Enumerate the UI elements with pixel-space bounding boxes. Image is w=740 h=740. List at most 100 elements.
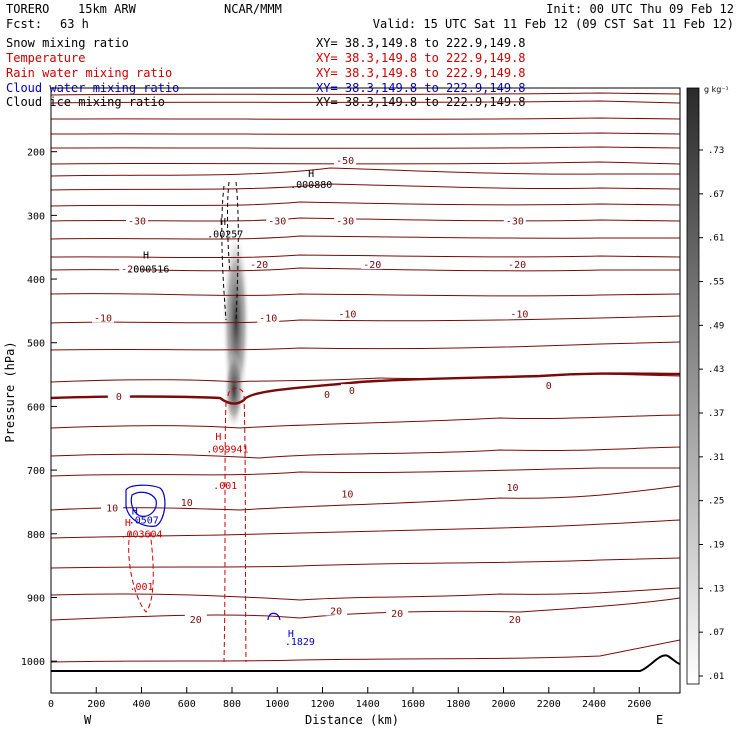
isotherm-label-bg-15 <box>340 384 363 396</box>
colorbar-label-3: .55 <box>708 278 724 288</box>
field-xy-snow: XY= 38.3,149.8 to 222.9,149.8 <box>316 36 526 50</box>
field-xy-temperature: XY= 38.3,149.8 to 222.9,149.8 <box>316 51 526 65</box>
x-tick-label-10: 2000 <box>491 699 515 710</box>
isotherm-label-bg-5 <box>119 262 142 274</box>
cloud-ice-contours <box>221 181 239 323</box>
isotherm-label-3: -30 <box>336 217 354 228</box>
isotherm <box>51 597 680 621</box>
colorbar-label-0: .73 <box>708 146 724 156</box>
isotherm-label-14: 0 <box>324 390 330 401</box>
isotherm-label-21: 20 <box>190 615 202 626</box>
colorbar-label-4: .49 <box>708 321 724 331</box>
valid-time: Valid: 15 UTC Sat 11 Feb 12 (09 CST Sat … <box>373 17 734 31</box>
x-axis-left-end: W <box>84 713 92 727</box>
cloud-water-contours <box>125 484 281 621</box>
resolution: 15km ARW <box>78 2 137 16</box>
isotherm-label-4: -30 <box>506 217 524 228</box>
isotherm-label-bg-18 <box>175 496 198 508</box>
x-tick-label-3: 600 <box>178 699 196 710</box>
init-time: Init: 00 UTC Thu 09 Feb 12 <box>546 2 734 16</box>
max-marker-5: H <box>125 518 131 529</box>
model-name: TORERO <box>6 2 49 16</box>
colorbar-label-9: .19 <box>708 541 724 551</box>
isotherm-label-9: -10 <box>94 314 112 325</box>
isotherm-label-10: -10 <box>259 314 277 325</box>
isotherm-label-bg-9 <box>92 311 115 323</box>
y-tick-label-8: 1000 <box>21 657 45 668</box>
isotherm <box>51 293 680 297</box>
isotherm-label-bg-19 <box>336 487 359 499</box>
x-tick-label-9: 1800 <box>446 699 470 710</box>
isotherm-label-22: 20 <box>330 606 342 617</box>
contour-value-label-1: .001 <box>129 582 153 593</box>
colorbar-label-7: .31 <box>708 453 724 463</box>
isotherm <box>51 485 680 511</box>
field-label-snow: Snow mixing ratio <box>6 36 129 50</box>
isotherm <box>51 132 680 135</box>
isotherm-label-bg-8 <box>506 258 529 270</box>
plot-frame <box>50 87 681 694</box>
isotherm-label-bg-7 <box>361 258 384 270</box>
x-tick-label-4: 800 <box>223 699 241 710</box>
isotherm <box>51 639 680 663</box>
isotherm-label-bg-13 <box>107 389 130 401</box>
isotherm-label-bg-16 <box>537 379 560 391</box>
isotherm-label-5: -20 <box>121 265 139 276</box>
isotherm-label-bg-17 <box>101 501 124 513</box>
isotherm <box>51 161 680 165</box>
freezing-level-contour <box>51 372 680 405</box>
isotherm <box>51 254 680 259</box>
rain-contours <box>128 387 247 663</box>
fcst-value: 63 h <box>60 17 89 31</box>
colorbar-label-2: .61 <box>708 234 724 244</box>
max-marker-6: H <box>288 629 294 640</box>
y-tick-label-6: 800 <box>27 530 45 541</box>
max-marker-0: H <box>308 169 314 180</box>
isotherm-label-13: 0 <box>116 392 122 403</box>
max-value-0: .000880 <box>290 180 332 191</box>
colorbar-unit: g kg⁻¹ <box>704 85 729 94</box>
x-tick-label-0: 0 <box>48 699 54 710</box>
field-xy-rain: XY= 38.3,149.8 to 222.9,149.8 <box>316 66 526 80</box>
x-axis-right-end: E <box>656 713 663 727</box>
contour-label-layer: -50 -30 -30 -30 -30 -20 -20 -20 -20 -10 -10 -10 -10 0… <box>92 154 560 648</box>
max-marker-1: H <box>220 217 226 228</box>
y-tick-label-2: 400 <box>27 275 45 286</box>
isotherm <box>51 467 680 477</box>
isotherm-label-bg-3 <box>334 214 357 226</box>
isotherm-label-23: 20 <box>391 609 403 620</box>
x-tick-label-11: 2200 <box>537 699 561 710</box>
y-axis-title: Pressure (hPa) <box>3 341 17 442</box>
colorbar-label-6: .37 <box>708 409 724 419</box>
isotherm-label-15: 0 <box>349 386 355 397</box>
isotherm <box>51 146 680 149</box>
x-tick-label-7: 1400 <box>356 699 380 710</box>
isotherm-label-0: -50 <box>336 156 354 167</box>
isotherm <box>51 267 680 272</box>
isotherm-label-19: 10 <box>341 489 353 500</box>
colorbar-label-5: .43 <box>708 365 724 375</box>
isotherm-label-18: 10 <box>181 498 193 509</box>
isotherm <box>51 414 680 429</box>
axes-layer: 0 200 400 600 800 1000 1200 1400 1600 1800 2000 220… <box>21 148 651 710</box>
isotherm <box>51 446 680 459</box>
max-value-2: .000516 <box>127 265 169 276</box>
isotherm-label-20: 10 <box>507 483 519 494</box>
isotherm <box>51 183 680 191</box>
max-value-3: .099941 <box>206 444 248 455</box>
isotherm-label-24: 20 <box>509 615 521 626</box>
isotherm-label-8: -20 <box>508 260 526 271</box>
colorbar-label-12: .01 <box>708 672 724 682</box>
max-marker-4: H <box>132 507 138 518</box>
temperature-contours <box>51 92 680 663</box>
x-tick-label-1: 200 <box>87 699 105 710</box>
colorbar-labels: .73 .67 .61 .55 .49 .43 .37 .31 .25 .19 .13 .07 .01 <box>699 146 724 682</box>
isotherm-label-6: -20 <box>250 260 268 271</box>
isotherm-label-bg-2 <box>266 214 289 226</box>
max-value-5: .003604 <box>120 530 162 541</box>
isotherm <box>51 557 680 569</box>
x-axis-title: Distance (km) <box>305 713 399 727</box>
max-marker-2: H <box>143 251 149 262</box>
